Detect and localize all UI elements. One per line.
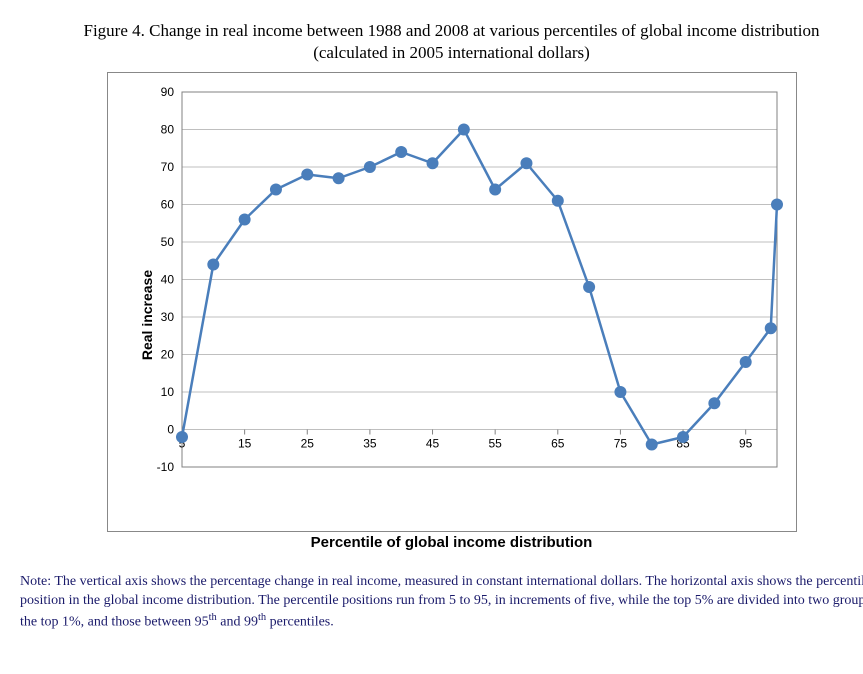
note-mid: and 99 [217, 615, 258, 630]
y-tick-label: 80 [160, 123, 174, 137]
y-tick-label: 90 [160, 85, 174, 99]
data-marker [771, 199, 783, 211]
figure-note: Note: The vertical axis shows the percen… [20, 573, 863, 632]
y-tick-label: 50 [160, 235, 174, 249]
data-marker [207, 259, 219, 271]
figure-title: Figure 4. Change in real income between … [80, 20, 823, 64]
y-tick-label: 30 [160, 310, 174, 324]
y-axis-label: Real increase [139, 270, 155, 360]
x-tick-label: 55 [488, 437, 502, 451]
data-marker [269, 184, 281, 196]
data-marker [332, 172, 344, 184]
data-marker [363, 161, 375, 173]
x-tick-label: 75 [613, 437, 627, 451]
data-marker [764, 322, 776, 334]
y-tick-label: 20 [160, 348, 174, 362]
note-sup1: th [209, 612, 217, 623]
figure-container: Figure 4. Change in real income between … [20, 20, 863, 633]
y-tick-label: -10 [156, 460, 174, 474]
data-marker [520, 157, 532, 169]
y-tick-label: 60 [160, 198, 174, 212]
data-marker [739, 356, 751, 368]
data-marker [426, 157, 438, 169]
chart-svg: -100102030405060708090515253545556575859… [107, 72, 797, 532]
x-tick-label: 35 [363, 437, 377, 451]
data-marker [645, 439, 657, 451]
data-marker [677, 431, 689, 443]
note-text: Note: The vertical axis shows the percen… [20, 574, 863, 629]
y-tick-label: 0 [167, 423, 174, 437]
y-tick-label: 10 [160, 385, 174, 399]
data-marker [457, 124, 469, 136]
data-marker [583, 281, 595, 293]
data-marker [614, 386, 626, 398]
x-tick-label: 45 [425, 437, 439, 451]
x-tick-label: 65 [551, 437, 565, 451]
data-marker [176, 431, 188, 443]
chart-area: Real increase -1001020304050607080905152… [107, 72, 797, 557]
y-tick-label: 70 [160, 160, 174, 174]
data-marker [551, 195, 563, 207]
x-tick-label: 25 [300, 437, 314, 451]
data-marker [489, 184, 501, 196]
data-marker [238, 214, 250, 226]
data-marker [301, 169, 313, 181]
x-tick-label: 95 [739, 437, 753, 451]
data-marker [395, 146, 407, 158]
x-axis-label: Percentile of global income distribution [107, 534, 797, 551]
note-tail: percentiles. [266, 615, 334, 630]
y-tick-label: 40 [160, 273, 174, 287]
note-sup2: th [258, 612, 266, 623]
data-marker [708, 397, 720, 409]
x-tick-label: 15 [237, 437, 251, 451]
